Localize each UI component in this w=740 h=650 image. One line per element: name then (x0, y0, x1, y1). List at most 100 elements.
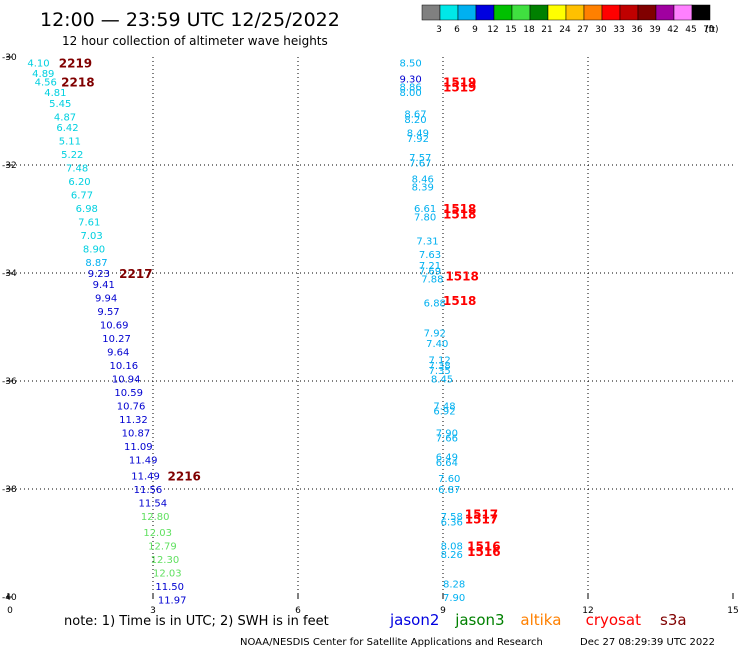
wave-height-label: 7.90 (443, 593, 465, 604)
color-scale-swatch (619, 4, 639, 21)
wave-height-label: 7.57 (409, 153, 431, 164)
y-tick-label: -30 (2, 53, 17, 63)
wave-height-label: 7.67 (409, 158, 431, 169)
wave-height-label: 11.56 (134, 485, 163, 496)
color-scale-swatch (511, 4, 531, 21)
wave-height-label: 7.63 (419, 250, 441, 261)
color-scale-label: 3 (436, 25, 442, 35)
wave-height-label: 10.76 (117, 401, 146, 412)
wave-height-label: 7.48 (66, 164, 88, 175)
wave-height-label: 7.92 (424, 328, 446, 339)
grid-lines (8, 57, 733, 597)
wave-height-label: 6.49 (436, 453, 458, 464)
wave-height-label: 7.38 (429, 361, 451, 372)
wave-height-label: 7.58 (441, 512, 463, 523)
wave-height-label: 12.80 (141, 512, 170, 523)
wave-height-label: 11.54 (139, 499, 168, 510)
x-tick-label: 0 (7, 606, 13, 616)
wave-height-label: 7.66 (436, 434, 458, 445)
pass-id-label: 1517 (465, 513, 498, 527)
wave-height-label: 11.49 (129, 455, 158, 466)
wave-height-label: 8.28 (443, 580, 465, 591)
color-scale-label: 24 (559, 25, 571, 35)
wave-height-label: 12.79 (148, 542, 177, 553)
wave-height-label: 7.40 (426, 339, 448, 350)
color-scale-label: 27 (577, 25, 588, 35)
wave-height-label: 4.89 (32, 69, 54, 80)
wave-height-label: 7.21 (419, 261, 441, 272)
wave-height-label: 6.92 (433, 407, 455, 418)
wave-height-label: 8.39 (412, 183, 434, 194)
wave-height-label: 8.45 (431, 374, 453, 385)
wave-height-label: 9.64 (107, 347, 129, 358)
wave-height-label: 7.90 (436, 428, 458, 439)
wave-height-label: 10.16 (110, 361, 139, 372)
color-scale-swatch (655, 4, 675, 21)
color-scale-swatch (457, 4, 477, 21)
legend-item-s3a: s3a (660, 611, 687, 629)
wave-height-label: 7.80 (414, 212, 436, 223)
x-tick-label: 12 (582, 606, 593, 616)
color-scale-swatch (583, 4, 603, 21)
color-scale-swatch (547, 4, 567, 21)
wave-height-label: 9.94 (95, 293, 117, 304)
wave-height-label: 6.87 (438, 485, 460, 496)
wave-height-label: 12.03 (153, 569, 182, 580)
wave-height-label: 6.42 (56, 123, 78, 134)
wave-height-label: 9.23 (88, 269, 110, 280)
color-scale-swatch (439, 4, 459, 21)
wave-height-label: 8.90 (83, 245, 105, 256)
wave-height-label: 11.49 (131, 472, 160, 483)
wave-height-label: 11.32 (119, 415, 148, 426)
wave-height-label: 6.64 (436, 458, 458, 469)
color-scale-label: 15 (505, 25, 516, 35)
pass-id-label: 1518 (443, 208, 476, 222)
wave-height-label: 8.08 (441, 542, 463, 553)
wave-height-label: 12.03 (143, 528, 172, 539)
pass-id-label: 1517 (465, 507, 498, 521)
legend-item-jason2: jason2 (389, 611, 439, 629)
wave-height-label: 8.46 (412, 175, 434, 186)
pass-id-label: 1516 (467, 545, 500, 559)
wave-height-labels: 4.104.894.564.815.45 4.876.42 5.11 5.22 7.48… (27, 58, 465, 606)
wave-height-label: 7.48 (433, 401, 455, 412)
wave-height-label: 8.26 (441, 550, 463, 561)
y-tick-label: -36 (2, 377, 17, 387)
color-scale-label: 36 (631, 25, 643, 35)
pass-id-label: 2217 (119, 267, 152, 281)
pass-id-label: 2218 (61, 75, 94, 89)
color-scale-label: 42 (667, 25, 678, 35)
footer-note: note: 1) Time is in UTC; 2) SWH is in fe… (64, 614, 329, 629)
wave-height-label: 6.36 (441, 517, 463, 528)
wave-height-label: 8.67 (404, 110, 426, 121)
pass-id-label: 1516 (467, 540, 500, 554)
color-scale-swatch (673, 4, 693, 21)
wave-height-label: 12.30 (151, 555, 180, 566)
wave-height-label: 8.50 (400, 58, 422, 69)
color-scale-swatch (565, 4, 585, 21)
wave-height-label: 10.59 (114, 388, 143, 399)
wave-height-label: 8.20 (404, 115, 426, 126)
pass-id-label: 2216 (168, 470, 201, 484)
x-tick-label: 3 (150, 606, 156, 616)
color-scale-swatch (601, 4, 621, 21)
wave-height-label: 4.10 (27, 58, 49, 69)
wave-height-label: 6.88 (424, 299, 446, 310)
pass-id-label: 2219 (59, 56, 92, 70)
wave-height-label: 7.61 (78, 218, 100, 229)
color-scale-label: 39 (649, 25, 661, 35)
color-scale-label: 45 (685, 25, 696, 35)
wave-height-label: 8.86 (400, 83, 422, 94)
color-scale-label: 9 (472, 25, 478, 35)
wave-height-label: 5.11 (59, 137, 81, 148)
wave-height-label: 6.61 (414, 204, 436, 215)
chart-subtitle: 12 hour collection of altimeter wave hei… (62, 34, 328, 48)
wave-height-label: 5.45 (49, 99, 71, 110)
wave-height-label: 4.87 (54, 112, 76, 123)
x-tick-label: 15 (727, 606, 738, 616)
color-scale-label: 18 (523, 25, 535, 35)
wave-height-label: 11.50 (155, 582, 184, 593)
wave-height-label: 4.56 (35, 77, 57, 88)
wave-height-label: 6.20 (68, 177, 90, 188)
wave-height-label: 10.69 (100, 320, 129, 331)
